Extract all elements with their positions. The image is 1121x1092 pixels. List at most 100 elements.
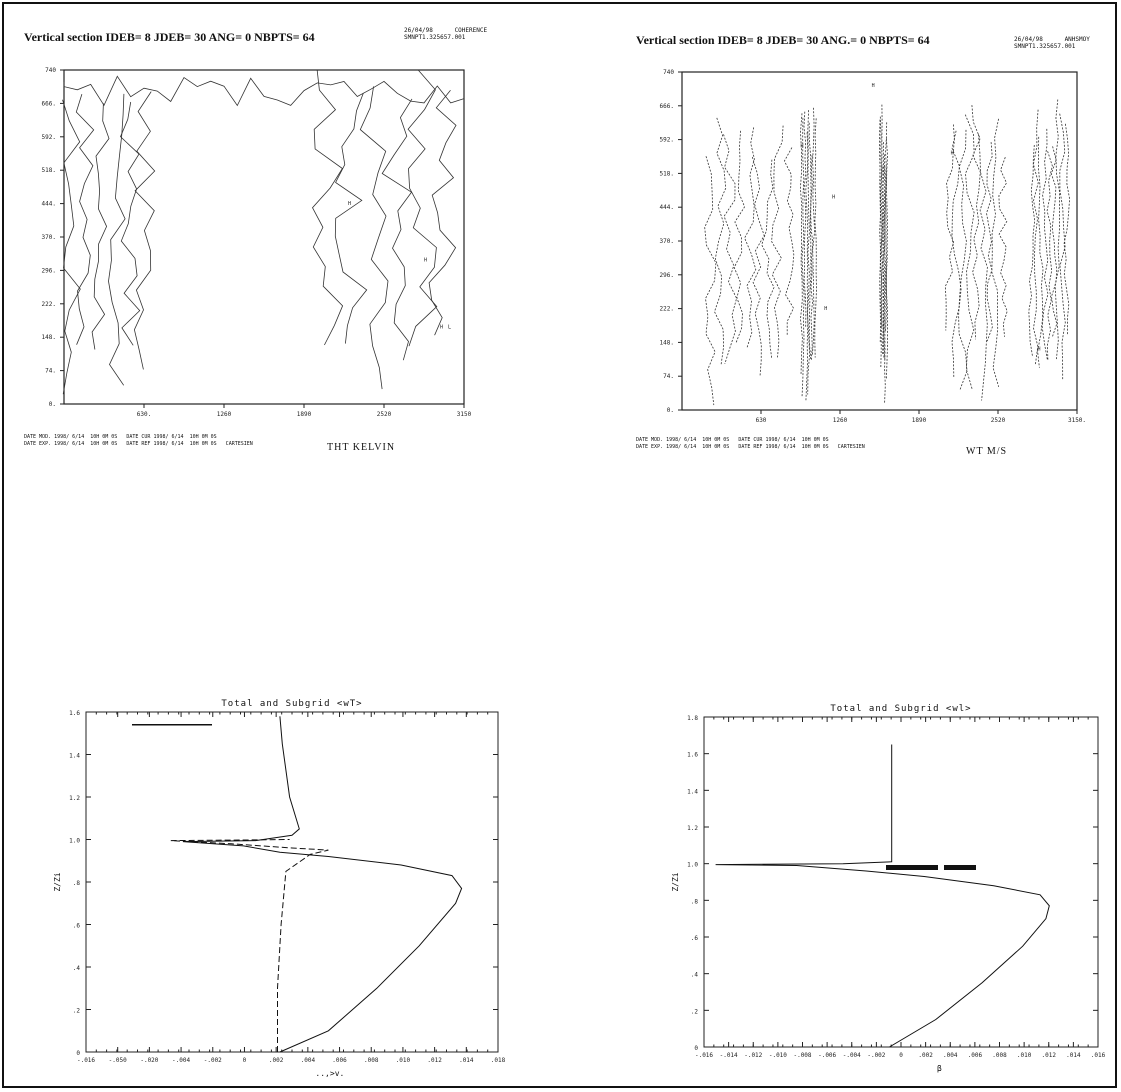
left-meta-line2: SMNPT1.325657.001 xyxy=(404,34,466,41)
x-tick-label: .010 xyxy=(396,1057,411,1064)
right-footer-line1: DATE MOD. 1998/ 6/14 10H 0M 0S DATE CUR … xyxy=(636,437,829,443)
extremum-label: H xyxy=(424,258,427,264)
contour-line xyxy=(986,142,993,342)
y-tick-label: 1.0 xyxy=(687,862,698,869)
x-tick-label: 1260 xyxy=(833,417,848,424)
y-tick-label: 370. xyxy=(42,234,56,241)
x-tick-label: .016 xyxy=(1091,1052,1106,1059)
extremum-label: H xyxy=(348,201,351,207)
y-tick-label: .4 xyxy=(73,965,81,972)
contour-line xyxy=(971,105,981,340)
profile-plot-wt: Total and Subgrid <wT> 0 .2 .4 .6 .8 1.0 1.2 1.4… xyxy=(53,699,506,1078)
left-section-title: Vertical section IDEB= 8 JDEB= 30 ANG= 0… xyxy=(24,30,315,44)
contour-line xyxy=(359,86,389,390)
contour-line xyxy=(334,92,368,344)
contour-line xyxy=(885,138,888,379)
contour-line xyxy=(805,132,809,401)
contour-line xyxy=(884,166,887,403)
contour-line xyxy=(808,122,812,360)
y-tick-label: 666. xyxy=(42,100,56,107)
left-meta-line1: 26/04/98 COHERENCE xyxy=(404,27,488,34)
x-tick-label: -.050 xyxy=(109,1057,127,1064)
left-footer-line1: DATE MOD. 1998/ 6/14 10H 0M 0S DATE CUR … xyxy=(24,434,217,440)
contour-line xyxy=(978,134,988,401)
contour-line xyxy=(771,125,784,358)
contour-line xyxy=(714,117,727,365)
x-tick-label: -.016 xyxy=(77,1057,95,1064)
extremum-label: L xyxy=(448,325,451,331)
extremum-label: H xyxy=(440,325,443,331)
contour-line xyxy=(807,110,811,395)
x-tick-label: .008 xyxy=(992,1052,1007,1059)
contour-line xyxy=(799,113,803,376)
contour-line xyxy=(801,117,805,398)
redaction-bar xyxy=(132,724,212,726)
right-contour-plot: 740 666. 592. 518. 444. 370. 296. 222. 148. 74. 0.… xyxy=(660,69,1086,424)
contour-line xyxy=(108,93,126,386)
right-section-meta: 26/04/98 ANHSMOY SMNPT1.325657.001 xyxy=(1014,36,1090,50)
contour-line xyxy=(407,69,438,347)
y-tick-label: .6 xyxy=(73,923,81,930)
profile-series-line xyxy=(170,839,329,1052)
y-axis-label: Z/Zi xyxy=(671,872,680,891)
contour-line xyxy=(879,119,881,344)
right-footer-line2: DATE EXP. 1998/ 6/14 10H 0M 0S DATE REF … xyxy=(636,444,865,450)
redaction-bar xyxy=(944,865,976,870)
x-tick-label: .014 xyxy=(1066,1052,1081,1059)
x-tick-label: 1260 xyxy=(217,411,232,418)
contour-line xyxy=(1050,146,1058,338)
plot-title: Total and Subgrid <wT> xyxy=(221,699,362,709)
y-tick-label: 0 xyxy=(694,1045,698,1052)
contour-line xyxy=(883,154,886,361)
x-tick-label: .012 xyxy=(1042,1052,1057,1059)
y-tick-label: 444. xyxy=(660,204,674,211)
contour-line xyxy=(751,156,765,377)
contour-line xyxy=(733,130,746,344)
plot-frame xyxy=(85,711,499,1053)
y-tick-label: 1.4 xyxy=(687,788,698,795)
y-tick-label: 0. xyxy=(667,407,674,414)
x-tick-label: .002 xyxy=(918,1052,933,1059)
y-tick-label: 1.6 xyxy=(687,752,698,759)
contour-line xyxy=(704,156,717,406)
contour-line xyxy=(1028,144,1036,357)
contour-line xyxy=(120,101,141,346)
x-tick-label: 3150. xyxy=(1068,417,1086,424)
y-tick-label: 1.4 xyxy=(69,753,80,760)
x-tick-label: 630. xyxy=(137,411,151,418)
contour-line xyxy=(783,147,795,335)
x-tick-label: 0 xyxy=(243,1057,247,1064)
extremum-label: H xyxy=(824,306,827,312)
profile-series-line xyxy=(182,716,463,1053)
x-tick-label: -.020 xyxy=(140,1057,158,1064)
x-axis-label: ..,>v. xyxy=(315,1069,344,1078)
plot-frame xyxy=(63,69,465,405)
y-tick-label: 0. xyxy=(49,401,56,408)
x-tick-label: 2520 xyxy=(991,417,1006,424)
y-tick-label: 1.8 xyxy=(687,715,698,722)
y-tick-label: 148. xyxy=(660,339,674,346)
contour-line xyxy=(1063,123,1071,335)
contour-line xyxy=(1059,113,1066,380)
x-tick-label: -.014 xyxy=(720,1052,738,1059)
x-tick-label: -.008 xyxy=(793,1052,811,1059)
extremum-label: H xyxy=(801,144,804,150)
x-tick-label: 630 xyxy=(756,417,767,424)
contour-line xyxy=(882,142,885,358)
x-tick-label: .012 xyxy=(427,1057,442,1064)
y-tick-label: 740 xyxy=(45,67,56,74)
contour-line xyxy=(91,103,110,350)
y-tick-label: 74. xyxy=(45,368,56,375)
contour-line xyxy=(744,127,757,349)
contour-line xyxy=(958,129,968,390)
y-tick-label: 518. xyxy=(42,167,56,174)
contour-line xyxy=(944,124,955,331)
y-tick-label: 518. xyxy=(660,170,674,177)
y-tick-label: .2 xyxy=(691,1008,699,1015)
contour-line xyxy=(1037,136,1044,368)
y-tick-label: 1.0 xyxy=(69,838,80,845)
x-tick-label: 0 xyxy=(899,1052,903,1059)
plot-frame xyxy=(703,716,1099,1048)
contour-line xyxy=(814,118,817,358)
